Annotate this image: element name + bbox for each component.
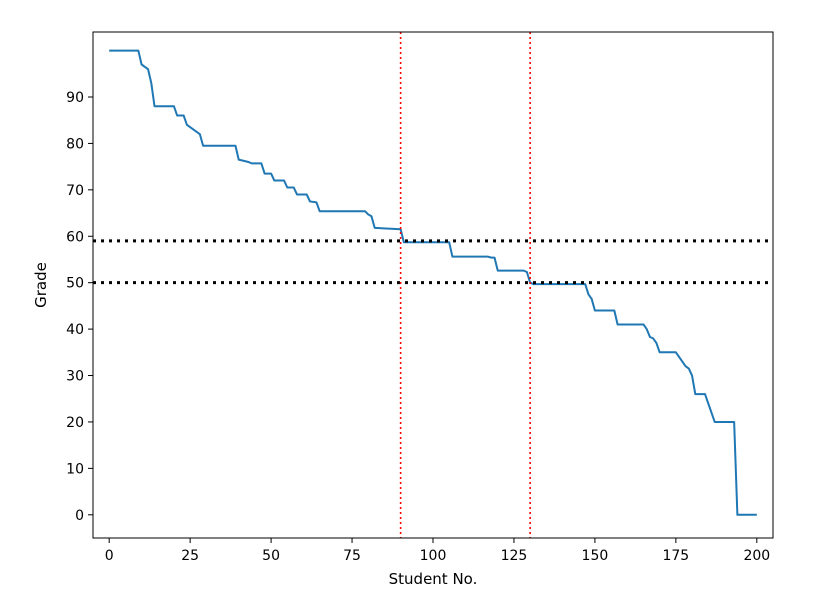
x-tick-label-100: 100 (420, 548, 447, 564)
x-axis-label: Student No. (389, 570, 478, 588)
y-tick-label-40: 40 (66, 322, 84, 338)
y-tick-label-10: 10 (66, 461, 84, 477)
grade-series-line-0 (109, 49, 757, 516)
x-tick-label-50: 50 (262, 548, 280, 564)
y-tick-label-50: 50 (66, 276, 84, 292)
x-tick-label-75: 75 (343, 548, 361, 564)
x-tick-label-150: 150 (582, 548, 609, 564)
y-tick-label-20: 20 (66, 415, 84, 431)
plot-frame (92, 31, 774, 539)
axis-ticks: 0 25 50 75 100 125 150 175 200 0 10 20 30 40 50 60 70 80 9… (66, 90, 770, 564)
x-tick-label-0: 0 (105, 548, 114, 564)
y-tick-label-0: 0 (75, 508, 84, 524)
y-tick-label-60: 60 (66, 229, 84, 245)
y-tick-label-30: 30 (66, 369, 84, 385)
plot-marks (93, 32, 773, 538)
x-tick-label-175: 175 (662, 548, 689, 564)
x-tick-label-125: 125 (501, 548, 528, 564)
y-tick-label-70: 70 (66, 183, 84, 199)
y-tick-label-90: 90 (66, 90, 84, 106)
x-tick-label-25: 25 (181, 548, 199, 564)
y-tick-label-80: 80 (66, 136, 84, 152)
y-axis-label: Grade (32, 262, 50, 308)
x-tick-label-200: 200 (743, 548, 770, 564)
